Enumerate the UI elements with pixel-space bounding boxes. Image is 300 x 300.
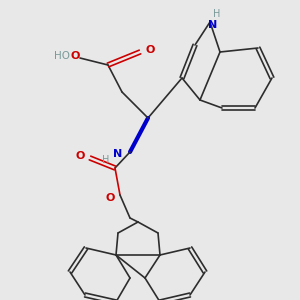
Text: H: H: [213, 9, 220, 19]
Text: N: N: [113, 149, 123, 159]
Text: O: O: [75, 151, 85, 161]
Text: O: O: [105, 193, 115, 203]
Text: O: O: [70, 51, 80, 61]
Text: HO: HO: [54, 51, 70, 61]
Text: H: H: [102, 155, 110, 165]
Text: O: O: [145, 45, 155, 55]
Text: N: N: [208, 20, 217, 30]
